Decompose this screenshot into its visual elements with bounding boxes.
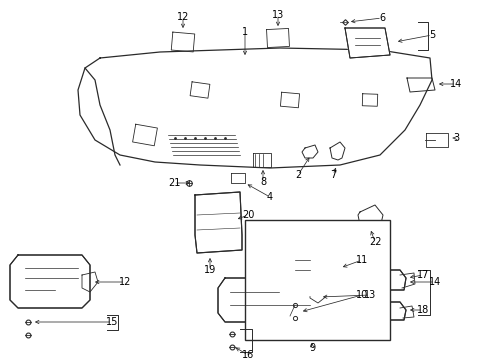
Text: 13: 13 [363, 290, 375, 300]
Text: 8: 8 [260, 177, 265, 187]
Text: 17: 17 [416, 270, 428, 280]
Text: 20: 20 [242, 210, 254, 220]
Text: 3: 3 [452, 133, 458, 143]
Text: 4: 4 [266, 192, 272, 202]
Text: 14: 14 [428, 277, 440, 287]
Polygon shape [345, 28, 389, 58]
Text: 19: 19 [203, 265, 216, 275]
Text: 7: 7 [329, 170, 335, 180]
Polygon shape [218, 278, 317, 322]
Text: 21: 21 [167, 178, 180, 188]
Polygon shape [347, 270, 405, 290]
Polygon shape [10, 255, 90, 308]
Text: 9: 9 [308, 343, 314, 353]
Text: 10: 10 [355, 290, 367, 300]
Text: 14: 14 [449, 79, 461, 89]
Text: 15: 15 [105, 317, 118, 327]
Text: 2: 2 [294, 170, 301, 180]
Polygon shape [195, 192, 242, 253]
Text: 18: 18 [416, 305, 428, 315]
Text: 12: 12 [119, 277, 131, 287]
Bar [244, 220, 389, 340]
Text: 13: 13 [271, 10, 284, 20]
Text: 1: 1 [242, 27, 247, 37]
Text: 5: 5 [428, 30, 434, 40]
Polygon shape [347, 302, 405, 320]
Text: 22: 22 [368, 237, 381, 247]
Text: 16: 16 [242, 350, 254, 360]
Text: 11: 11 [355, 255, 367, 265]
Text: 12: 12 [177, 12, 189, 22]
Polygon shape [280, 255, 339, 295]
Text: 6: 6 [378, 13, 384, 23]
